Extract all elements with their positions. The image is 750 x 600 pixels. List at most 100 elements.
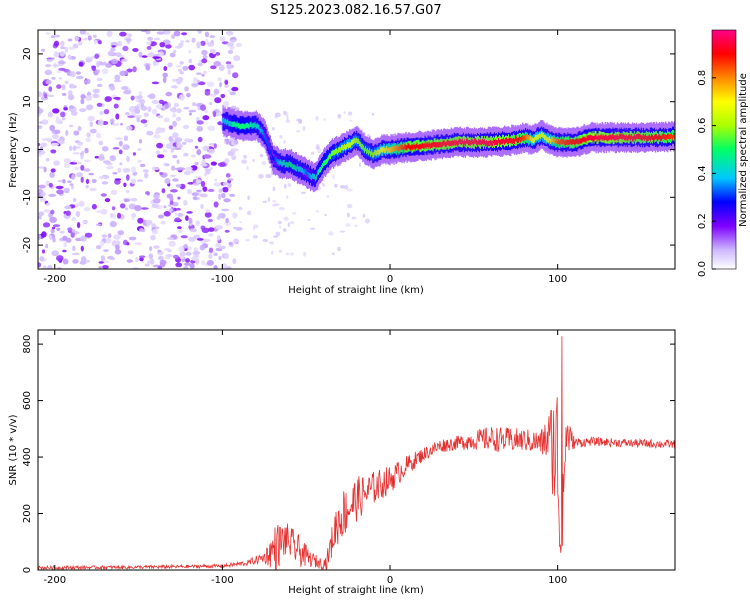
spectrogram-noise-blob — [153, 194, 160, 199]
spectrogram-ridge-cell — [270, 150, 272, 156]
spectrogram-noise-blob — [130, 95, 135, 101]
spectrogram-ridge-cell — [622, 133, 624, 139]
spectrogram-ridge-cell — [284, 162, 287, 168]
spectrogram-noise-blob — [182, 141, 187, 145]
spectrogram-noise-blob — [56, 189, 64, 195]
spectrogram-ridge-cell — [263, 133, 265, 139]
spectrogram-ridge-cell — [331, 151, 333, 157]
spectrogram-ridge-cell — [448, 140, 450, 147]
spectrogram-ridge-cell — [565, 140, 567, 146]
y-tick-label: 0 — [22, 567, 33, 573]
spectrogram-y-label: Frequency (Hz) — [8, 112, 19, 188]
spectrogram-ridge-cell — [544, 134, 546, 140]
spectrogram-ridge-cell — [535, 134, 537, 141]
spectrogram-ridge-cell — [508, 138, 510, 144]
spectrogram-ridge-cell — [421, 142, 423, 149]
spectrogram-x-label: Height of straight line (km) — [288, 285, 424, 296]
spectrogram-ridge-cell — [387, 148, 389, 154]
spectrogram-ridge-cell — [415, 144, 417, 150]
spectrogram-noise-blob — [283, 216, 289, 221]
spectrogram-noise-blob — [194, 145, 199, 149]
spectrogram-noise-blob — [94, 53, 100, 59]
spectrogram-ridge-cell — [497, 140, 499, 146]
spectrogram-noise-blob — [78, 161, 82, 164]
y-tick-label: 800 — [22, 335, 33, 354]
spectrogram-ridge-cell — [280, 160, 282, 166]
spectrogram-ridge-cell — [552, 136, 554, 143]
spectrogram-noise-blob — [49, 216, 57, 223]
spectrogram-noise-blob — [241, 159, 247, 164]
spectrogram-noise-blob — [136, 95, 143, 99]
spectrogram-ridge-cell — [468, 140, 471, 146]
spectrogram-noise-blob — [132, 152, 136, 156]
spectrogram-noise-blob — [218, 188, 223, 193]
spectrogram-noise-blob — [219, 36, 226, 42]
spectrogram-ridge-cell — [323, 160, 325, 167]
spectrogram-ridge-cell — [569, 139, 571, 145]
spectrogram-ridge-cell — [413, 143, 415, 149]
spectrogram-ridge-cell — [339, 146, 341, 152]
spectrogram-noise-blob — [44, 69, 53, 76]
spectrogram-noise-blob — [176, 108, 182, 114]
spectrogram-ridge-cell — [341, 145, 343, 151]
spectrogram-ridge-cell — [579, 138, 581, 144]
spectrogram-noise-blob — [159, 259, 167, 265]
spectrogram-ridge-cell — [557, 140, 559, 147]
spectrogram-ridge-cell — [332, 150, 334, 156]
spectrogram-noise-blob — [64, 205, 72, 210]
spectrogram-noise-blob — [274, 112, 281, 118]
spectrogram-ridge-cell — [568, 139, 570, 146]
spectrogram-ridge-cell — [440, 142, 442, 148]
spectrogram-ridge-cell — [642, 134, 645, 140]
spectrogram-ridge-cell — [400, 144, 402, 150]
spectrogram-ridge-cell — [553, 138, 555, 144]
spectrogram-noise-blob — [98, 140, 104, 146]
spectrogram-ridge-cell — [277, 159, 279, 165]
spectrogram-ridge-cell — [486, 135, 489, 147]
spectrogram-ridge-cell — [376, 150, 378, 156]
spectrogram-ridge-cell — [261, 129, 263, 135]
spectrogram-ridge-cell — [519, 135, 521, 141]
spectrogram-ridge-cell — [223, 117, 225, 123]
spectrogram-noise-blob — [168, 136, 173, 142]
spectrogram-noise-blob — [183, 265, 189, 269]
spectrogram-noise-blob — [185, 215, 189, 221]
spectrogram-ridge-cell — [347, 142, 349, 148]
spectrogram-noise-blob — [68, 46, 75, 50]
spectrogram-ridge-cell — [483, 139, 486, 145]
spectrogram-noise-blob — [115, 52, 122, 58]
spectrogram-ridge-cell — [267, 142, 269, 148]
spectrogram-ridge-cell — [302, 169, 305, 175]
spectrogram-ridge-cell — [258, 124, 260, 131]
spectrogram-ridge-cell — [330, 153, 332, 159]
spectrogram-noise-blob — [71, 174, 76, 180]
spectrogram-ridge-cell — [274, 156, 276, 162]
spectrogram-noise-blob — [97, 83, 103, 87]
spectrogram-ridge-cell — [244, 124, 246, 130]
spectrogram-ridge-cell — [612, 134, 614, 140]
spectrogram-noise-blob — [54, 129, 61, 134]
spectrogram-ridge-cell — [293, 164, 296, 170]
spectrogram-ridge-cell — [253, 123, 255, 129]
spectrogram-ridge-cell — [291, 163, 294, 170]
spectrogram-ridge-cell — [603, 135, 605, 142]
spectrogram-noise-blob — [68, 83, 75, 89]
spectrogram-ridge-cell — [672, 135, 674, 141]
spectrogram-noise-blob — [59, 231, 65, 234]
spectrogram-ridge-cell — [561, 138, 563, 144]
spectrogram-noise-blob — [124, 111, 130, 116]
spectrogram-noise-blob — [210, 65, 217, 70]
spectrogram-noise-blob — [87, 35, 92, 41]
spectrogram-ridge-cell — [480, 140, 483, 146]
spectrogram-noise-blob — [185, 166, 193, 171]
spectrogram-ridge-cell — [446, 139, 448, 146]
spectrogram-ridge-cell — [264, 134, 266, 140]
spectrogram-noise-blob — [53, 143, 60, 146]
spectrogram-ridge-cell — [527, 136, 529, 142]
spectrogram-ridge-cell — [422, 143, 424, 149]
spectrogram-ridge-cell — [336, 148, 338, 154]
spectrogram-noise-blob — [57, 138, 62, 142]
spectrogram-noise-blob — [131, 217, 135, 220]
spectrogram-noise-blob — [196, 120, 204, 125]
spectrogram-noise-blob — [91, 178, 97, 184]
